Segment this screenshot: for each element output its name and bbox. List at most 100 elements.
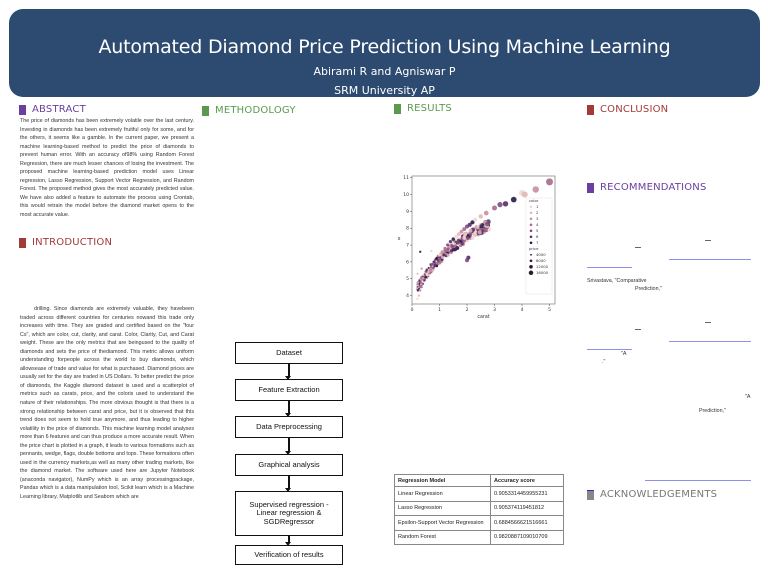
conclusion-heading-label: CONCLUSION <box>600 104 669 115</box>
methodology-marker-icon <box>202 105 209 116</box>
svg-text:7: 7 <box>406 243 409 249</box>
flow-arrow-icon <box>285 476 291 492</box>
table-row: Lasso Regression 0.905374119451812 <box>394 500 564 516</box>
reference-link[interactable] <box>587 349 632 350</box>
abstract-text: The price of diamonds has been extremely… <box>20 118 194 219</box>
svg-text:4: 4 <box>406 293 409 299</box>
flow-step-dataset: Dataset <box>235 342 343 364</box>
svg-text:12000: 12000 <box>536 264 549 269</box>
reference-text: ." <box>602 359 606 365</box>
results-heading: RESULTS <box>394 103 452 114</box>
svg-text:7: 7 <box>536 240 539 245</box>
svg-text:8: 8 <box>406 226 409 232</box>
reference-text: "A <box>745 394 751 400</box>
svg-text:16000: 16000 <box>536 270 549 275</box>
introduction-marker-icon <box>19 237 26 248</box>
table-row: Epsilon-Support Vector Regression 0.6884… <box>394 515 564 531</box>
introduction-text: drilling. Since diamonds are extremely v… <box>20 306 194 501</box>
table-cell-model: Lasso Regression <box>394 500 491 516</box>
svg-text:2: 2 <box>536 210 539 215</box>
svg-text:color: color <box>529 198 539 203</box>
abstract-heading: ABSTRACT <box>19 104 86 115</box>
table-cell-score: 0.9820887109010709 <box>490 529 564 545</box>
dash <box>705 322 711 323</box>
recommendations-heading-label: RECOMMENDATIONS <box>600 182 707 193</box>
acknowledgements-heading: ACKNOWLEDGEMENTS <box>587 489 717 500</box>
methodology-heading: METHODOLOGY <box>202 105 296 116</box>
svg-text:5: 5 <box>536 228 539 233</box>
poster-header: Automated Diamond Price Prediction Using… <box>9 9 760 97</box>
table-cell-model: Linear Regression <box>394 486 491 502</box>
flow-step-supervised-regression: Supervised regression - Linear regressio… <box>235 491 343 536</box>
svg-text:price: price <box>529 246 539 251</box>
svg-text:1: 1 <box>536 204 539 209</box>
reference-link[interactable] <box>645 480 751 481</box>
flow-arrow-icon <box>285 401 291 417</box>
svg-text:4: 4 <box>521 307 524 313</box>
table-row: Random Forest 0.9820887109010709 <box>394 529 564 545</box>
reference-text: Prediction," <box>635 286 662 292</box>
svg-text:4000: 4000 <box>536 252 546 257</box>
svg-text:3: 3 <box>493 307 496 313</box>
dash <box>705 240 711 241</box>
conclusion-marker-icon <box>587 104 594 115</box>
dash <box>635 329 641 330</box>
table-cell-score: 0.6884566621516661 <box>490 515 564 531</box>
recommendations-marker-icon <box>587 182 594 193</box>
poster-affiliation: SRM University AP <box>334 84 435 97</box>
table-cell-score: 0.9053314459955231 <box>490 486 564 502</box>
svg-text:4: 4 <box>536 222 539 227</box>
methodology-heading-label: METHODOLOGY <box>215 105 296 116</box>
reference-text: Prediction," <box>699 408 726 414</box>
results-marker-icon <box>394 103 401 114</box>
svg-text:10: 10 <box>403 192 409 198</box>
poster-authors: Abirami R and Agniswar P <box>313 65 456 78</box>
abstract-heading-label: ABSTRACT <box>32 104 86 115</box>
conclusion-heading: CONCLUSION <box>587 104 668 115</box>
table-row: Linear Regression 0.9053314459955231 <box>394 486 564 502</box>
acknowledgements-marker-icon <box>587 489 594 500</box>
svg-text:carat: carat <box>477 314 489 320</box>
reference-text: "A <box>621 351 627 357</box>
scatter-plot: 0 1 2 3 4 54567891011caratxcolor1234567price4… <box>398 175 556 320</box>
svg-text:8000: 8000 <box>536 258 546 263</box>
svg-text:11: 11 <box>403 175 409 181</box>
introduction-heading: INTRODUCTION <box>19 237 112 248</box>
reference-link[interactable] <box>669 259 751 260</box>
flow-arrow-icon <box>285 536 291 546</box>
carat-vs-x-scatter-chart: 0 1 2 3 4 5 4 5 6 7 8 9 10 11 carat x color 1 2 3 4 5 6 7 price 4… <box>390 172 565 322</box>
svg-text:6: 6 <box>406 259 409 265</box>
table-cell-model: Random Forest <box>394 529 491 545</box>
svg-text:x: x <box>398 237 401 242</box>
table-header-accuracy: Accuracy score <box>490 474 564 487</box>
poster-title: Automated Diamond Price Prediction Using… <box>98 36 671 58</box>
recommendations-heading: RECOMMENDATIONS <box>587 182 707 193</box>
abstract-marker-icon <box>19 104 26 115</box>
svg-text:0: 0 <box>411 307 414 313</box>
svg-text:5: 5 <box>548 307 551 313</box>
introduction-heading-label: INTRODUCTION <box>32 237 113 248</box>
table-cell-model: Epsilon-Support Vector Regression <box>394 515 491 531</box>
flow-step-verification: Verification of results <box>235 545 343 565</box>
svg-text:3: 3 <box>536 216 539 221</box>
results-table: Regression Model Accuracy score Linear R… <box>394 474 564 545</box>
svg-text:2: 2 <box>466 307 469 313</box>
reference-link[interactable] <box>669 341 751 342</box>
flow-arrow-icon <box>285 438 291 455</box>
svg-text:6: 6 <box>536 234 539 239</box>
flow-step-graphical-analysis: Graphical analysis <box>235 454 343 476</box>
svg-text:9: 9 <box>406 209 409 215</box>
svg-text:5: 5 <box>406 276 409 282</box>
reference-link[interactable] <box>587 267 632 268</box>
table-header-row: Regression Model Accuracy score <box>394 474 564 487</box>
dash <box>635 247 641 248</box>
table-cell-score: 0.905374119451812 <box>490 500 564 516</box>
flow-arrow-icon <box>285 364 291 380</box>
results-heading-label: RESULTS <box>407 103 452 114</box>
table-header-model: Regression Model <box>394 474 491 487</box>
reference-text: Srivastava, "Comparative <box>587 278 647 284</box>
flow-step-feature-extraction: Feature Extraction <box>235 379 343 401</box>
svg-text:1: 1 <box>438 307 441 313</box>
flow-step-data-preprocessing: Data Preprocessing <box>235 416 343 438</box>
acknowledgements-heading-label: ACKNOWLEDGEMENTS <box>600 489 718 500</box>
